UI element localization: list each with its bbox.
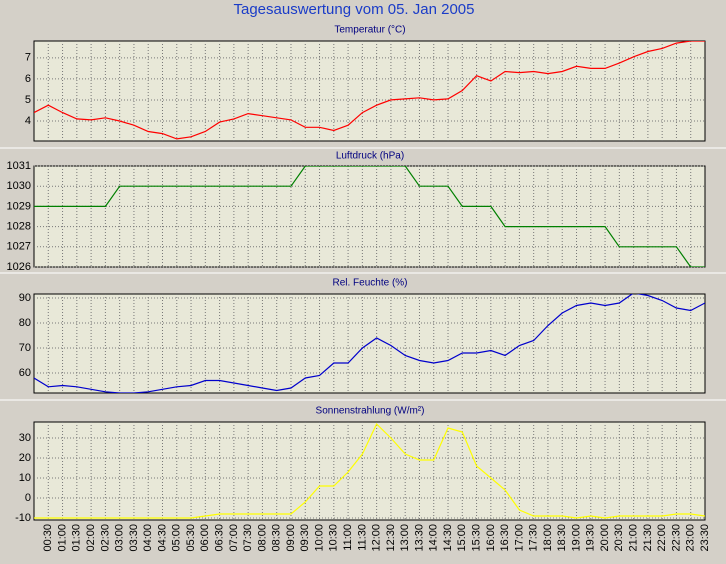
x-tick-label: 23:30	[699, 524, 711, 552]
x-tick-label: 04:00	[142, 524, 154, 552]
x-tick-label: 22:30	[670, 524, 682, 552]
x-tick-label: 09:00	[285, 524, 297, 552]
data-line	[34, 166, 705, 267]
y-tick-label: 6	[25, 73, 31, 85]
y-tick-label: 10	[19, 472, 31, 484]
x-tick-label: 13:30	[413, 524, 425, 552]
x-tick-label: 22:00	[656, 524, 668, 552]
x-tick-label: 00:30	[42, 524, 54, 552]
x-tick-label: 17:30	[528, 524, 540, 552]
data-line	[34, 41, 705, 140]
y-tick-label: 1026	[7, 261, 31, 273]
x-tick-label: 10:00	[313, 524, 325, 552]
x-tick-label: 20:30	[613, 524, 625, 552]
plot-area	[33, 165, 706, 268]
x-tick-label: 14:00	[428, 524, 440, 552]
y-tick-label: 1031	[7, 160, 31, 172]
y-tick-label: 7	[25, 52, 31, 64]
y-tick-label: 90	[19, 292, 31, 304]
x-tick-label: 06:30	[214, 524, 226, 552]
x-tick-label: 15:30	[471, 524, 483, 552]
x-tick-label: 07:00	[228, 524, 240, 552]
x-tick-label: 05:30	[185, 524, 197, 552]
series-group	[34, 422, 705, 519]
x-tick-label: 17:00	[513, 524, 525, 552]
series-group	[34, 294, 705, 393]
series-group	[34, 41, 705, 140]
y-tick-label: 80	[19, 317, 31, 329]
x-tick-label: 11:30	[356, 524, 368, 551]
x-tick-label: 07:30	[242, 524, 254, 552]
data-line	[34, 422, 705, 519]
y-tick-label: 20	[19, 452, 31, 464]
x-tick-label: 02:00	[85, 524, 97, 552]
panel-title: Temperatur (°C)	[334, 25, 405, 36]
x-tick-label: 11:00	[342, 524, 354, 551]
x-tick-label: 18:30	[556, 524, 568, 552]
x-tick-label: 23:00	[685, 524, 697, 552]
x-tick-label: 01:30	[71, 524, 83, 552]
x-tick-label: 08:30	[271, 524, 283, 552]
panel-title: Sonnenstrahlung (W/m²)	[316, 406, 425, 417]
x-tick-label: 12:30	[385, 524, 397, 552]
x-tick-label: 03:30	[128, 524, 140, 552]
panel-title: Luftdruck (hPa)	[336, 151, 404, 162]
y-tick-label: 0	[25, 492, 31, 504]
main-title: Tagesauswertung vom 05. Jan 2005	[234, 1, 475, 18]
y-tick-label: 1030	[7, 180, 31, 192]
y-tick-label: 1028	[7, 221, 31, 233]
x-tick-label: 16:00	[485, 524, 497, 552]
y-tick-label: 30	[19, 432, 31, 444]
x-tick-label: 18:00	[542, 524, 554, 552]
x-tick-label: 06:00	[199, 524, 211, 552]
x-tick-label: 15:00	[456, 524, 468, 552]
x-tick-label: 19:00	[570, 524, 582, 552]
series-group	[34, 166, 705, 267]
x-tick-label: 02:30	[99, 524, 111, 552]
y-tick-label: 60	[19, 367, 31, 379]
x-tick-label: 09:30	[299, 524, 311, 552]
x-tick-label: 19:30	[585, 524, 597, 552]
y-tick-label: -10	[15, 512, 31, 524]
y-tick-label: 4	[25, 115, 31, 127]
x-tick-label: 08:00	[256, 524, 268, 552]
x-tick-label: 21:30	[642, 524, 654, 552]
data-line	[34, 294, 705, 393]
x-tick-label: 10:30	[328, 524, 340, 552]
x-tick-label: 14:30	[442, 524, 454, 552]
plot-area	[33, 421, 706, 521]
x-tick-label: 13:00	[399, 524, 411, 552]
x-tick-label: 01:00	[57, 524, 69, 552]
x-tick-label: 03:00	[114, 524, 126, 552]
x-tick-label: 05:00	[171, 524, 183, 552]
x-tick-label: 20:00	[599, 524, 611, 552]
y-tick-label: 1027	[7, 241, 31, 253]
y-tick-label: 70	[19, 342, 31, 354]
x-tick-label: 16:30	[499, 524, 511, 552]
x-tick-label: 04:30	[156, 524, 168, 552]
y-tick-label: 1029	[7, 200, 31, 212]
x-tick-label: 21:00	[628, 524, 640, 552]
y-tick-label: 5	[25, 94, 31, 106]
panel-title: Rel. Feuchte (%)	[332, 278, 407, 289]
x-tick-label: 12:00	[371, 524, 383, 552]
